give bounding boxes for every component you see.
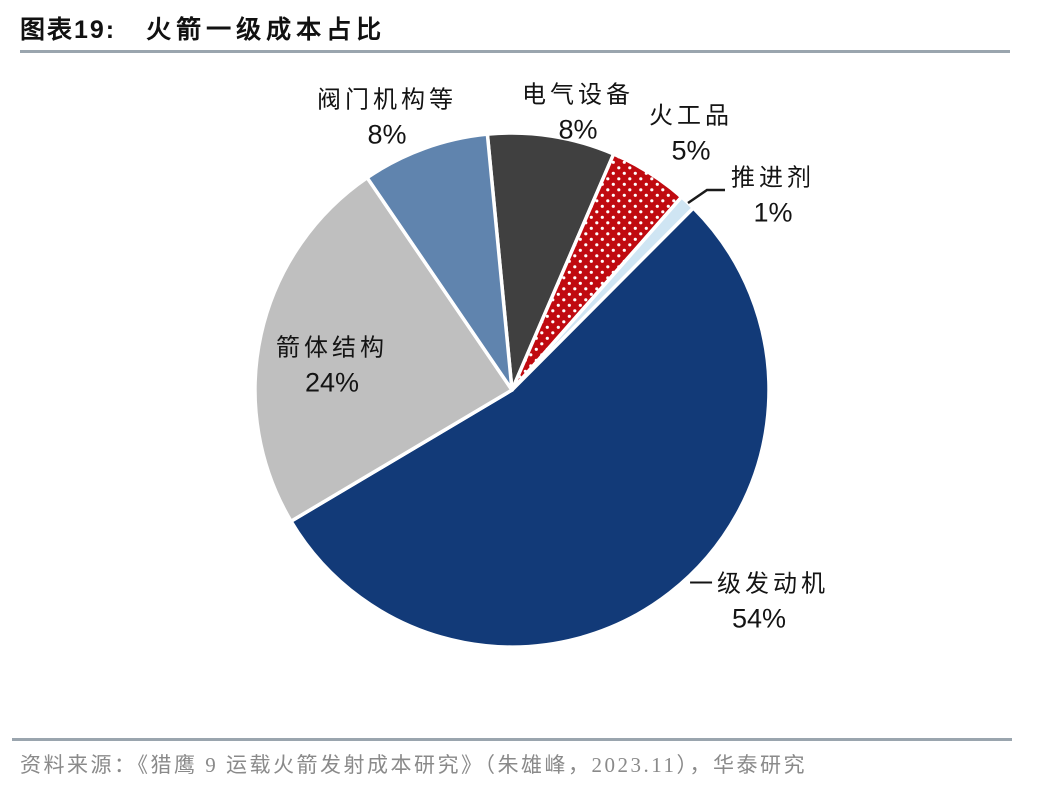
source-text: 资料来源：《猎鹰 9 运载火箭发射成本研究》（朱雄峰，2023.11），华泰研究 [20,753,807,777]
label-propellant-value: 1% [753,197,793,228]
label-electrical-equipment-text: 电气设备 [522,82,634,109]
pie-slice-4 [289,206,771,649]
title-divider [20,50,1010,53]
label-first-stage-engine-text: 一级发动机 [689,571,829,598]
label-electrical-equipment: 电气设备 8% [522,80,634,147]
label-valve-mechanisms-value: 8% [367,119,407,150]
label-propellant-text: 推进剂 [731,165,815,192]
label-pyrotechnics-value: 5% [671,135,711,166]
label-pyrotechnics-text: 火工品 [649,103,733,130]
label-first-stage-engine: 一级发动机 54% [689,569,829,636]
label-rocket-body-structure-text: 箭体结构 [276,335,388,362]
pie-slice-6 [365,132,514,392]
label-valve-mechanisms: 阀门机构等 8% [317,85,457,152]
pie-slice-5 [253,175,514,523]
figure-label: 图表19: [20,16,117,44]
figure-title: 火箭一级成本占比 [146,17,387,44]
label-rocket-body-structure-value: 24% [304,367,360,398]
propellant-leader-line [687,188,725,205]
label-valve-mechanisms-text: 阀门机构等 [317,87,457,114]
label-electrical-equipment-value: 8% [558,114,598,145]
chart-header: 图表19: 火箭一级成本占比 [20,10,1028,46]
label-rocket-body-structure: 箭体结构 24% [276,333,388,400]
pie-slice-1 [485,131,616,392]
label-first-stage-engine-value: 54% [731,603,787,634]
pie-wedges [253,131,771,649]
footer-divider [12,738,1012,741]
label-propellant: 推进剂 1% [731,163,815,230]
label-pyrotechnics: 火工品 5% [649,101,733,168]
